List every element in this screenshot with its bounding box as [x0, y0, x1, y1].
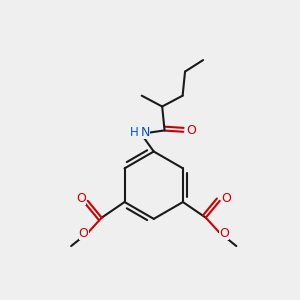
Text: O: O — [76, 192, 86, 205]
Text: O: O — [221, 192, 231, 205]
Text: O: O — [187, 124, 196, 137]
Text: N: N — [141, 125, 150, 139]
Text: H: H — [130, 125, 139, 139]
Text: O: O — [79, 226, 88, 240]
Text: O: O — [219, 226, 229, 240]
